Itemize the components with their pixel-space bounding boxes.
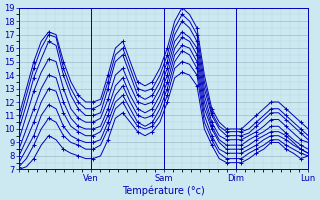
- X-axis label: Température (°c): Température (°c): [122, 185, 205, 196]
